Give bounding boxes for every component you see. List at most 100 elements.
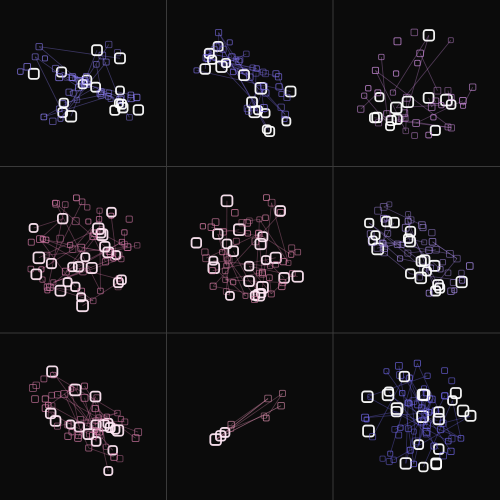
network-node-core: [103, 465, 114, 476]
network-node: [396, 255, 404, 262]
network-node: [89, 297, 97, 305]
network-node: [274, 73, 283, 81]
network-node: [116, 455, 124, 463]
network-node-core: [362, 424, 375, 438]
network-node-core: [243, 260, 255, 272]
network-edge: [397, 118, 452, 129]
network-edge: [43, 86, 96, 118]
network-node: [281, 110, 289, 119]
network-node: [262, 214, 269, 222]
network-node: [380, 248, 388, 257]
network-node: [384, 230, 392, 237]
network-node: [411, 132, 418, 139]
network-node: [439, 258, 447, 266]
network-node: [404, 425, 412, 433]
network-node: [208, 267, 217, 275]
network-node-core: [433, 406, 445, 418]
network-node-core: [361, 390, 374, 403]
network-node-core: [225, 290, 235, 301]
network-edge: [372, 376, 405, 437]
network-node: [386, 201, 393, 208]
network-node: [412, 437, 420, 446]
network-edge: [95, 408, 136, 439]
network-node: [277, 103, 285, 111]
network-node: [379, 203, 388, 211]
network-node-core: [257, 231, 269, 243]
panel-5-nodes: [190, 194, 304, 304]
network-node-core: [97, 419, 110, 432]
network-node: [432, 97, 440, 105]
network-node: [410, 428, 417, 435]
network-node: [69, 245, 77, 253]
network-node: [430, 442, 438, 450]
network-node-core: [252, 288, 266, 302]
network-node: [246, 217, 253, 225]
network-node-core: [132, 104, 145, 116]
network-node: [61, 267, 70, 276]
network-node: [121, 229, 128, 236]
network-edge: [72, 266, 122, 281]
network-node: [428, 238, 437, 246]
network-node: [385, 458, 393, 466]
network-node: [70, 90, 77, 97]
network-node-core: [32, 251, 46, 265]
network-node: [447, 287, 455, 295]
network-node-core: [390, 405, 403, 418]
network-node-core: [106, 206, 117, 218]
network-node: [448, 377, 456, 385]
network-node: [275, 83, 283, 91]
network-node: [421, 385, 428, 392]
network-panel-9: [361, 359, 477, 473]
network-node: [127, 91, 135, 99]
network-node: [57, 115, 64, 122]
network-node: [262, 414, 270, 422]
network-node-core: [263, 125, 276, 138]
network-node-core: [370, 230, 381, 241]
network-node: [105, 89, 113, 96]
network-node-core: [432, 412, 445, 426]
network-node: [77, 243, 86, 252]
network-node-core: [238, 69, 250, 82]
network-edge: [64, 393, 114, 451]
network-edge: [110, 215, 117, 256]
network-node: [414, 59, 421, 67]
network-node: [422, 427, 431, 436]
network-node-core: [76, 292, 87, 303]
network-edge: [206, 57, 257, 69]
network-edge: [423, 388, 428, 426]
network-node-core: [416, 388, 429, 401]
network-edge: [259, 219, 289, 264]
network-node: [260, 104, 268, 112]
network-node: [453, 254, 461, 263]
network-node: [389, 89, 397, 96]
network-edge: [381, 222, 395, 244]
network-node: [209, 282, 217, 290]
network-node: [256, 216, 263, 223]
network-node: [89, 232, 97, 241]
network-node: [117, 94, 125, 102]
network-node: [123, 243, 132, 251]
network-edge: [51, 405, 96, 431]
network-edge: [409, 377, 417, 442]
network-node-core: [112, 277, 124, 289]
network-node: [437, 425, 445, 434]
network-edge: [375, 70, 407, 132]
network-edge: [260, 88, 267, 94]
network-edge: [215, 405, 282, 440]
network-node-core: [371, 111, 383, 124]
network-edge: [213, 260, 271, 267]
network-edge: [51, 371, 98, 433]
network-edge: [452, 400, 462, 439]
network-node: [53, 422, 61, 430]
network-node: [242, 292, 249, 299]
network-node-core: [402, 233, 414, 244]
network-panel-1: [17, 40, 145, 125]
network-node: [91, 427, 99, 434]
network-node: [393, 37, 402, 46]
network-node: [222, 276, 229, 283]
network-node: [267, 290, 275, 298]
network-node: [438, 102, 445, 109]
network-node: [445, 249, 454, 258]
network-node: [81, 76, 89, 84]
network-panel-2: [193, 29, 297, 138]
